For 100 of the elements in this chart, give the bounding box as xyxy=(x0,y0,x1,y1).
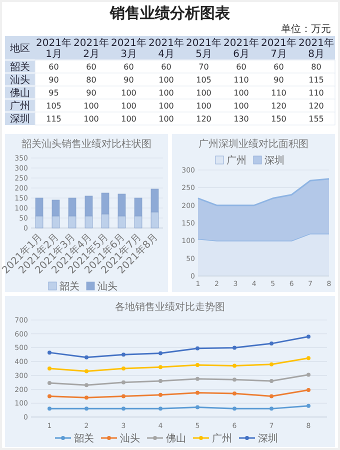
chart-title: 韶关汕头销售业绩对比柱状图 xyxy=(22,138,152,150)
data-label: 100 xyxy=(84,114,99,124)
point xyxy=(122,406,126,411)
point xyxy=(48,406,52,411)
data-label: 60 xyxy=(48,62,59,72)
point xyxy=(232,406,236,411)
point xyxy=(84,355,88,360)
data-label: 100 xyxy=(121,88,136,98)
data-label: 60 xyxy=(274,62,284,72)
point xyxy=(270,406,274,411)
data-label: 90 xyxy=(274,76,284,84)
point xyxy=(196,346,200,350)
chart-title: 各地销售业绩对比走势图 xyxy=(115,301,225,313)
point xyxy=(122,352,126,357)
y-tick-label: 汕头 xyxy=(10,74,30,86)
point xyxy=(158,378,162,383)
point xyxy=(48,366,52,370)
legend-label: 佛山 xyxy=(166,432,186,444)
data-label: 100 xyxy=(158,76,174,84)
data-label: 100 xyxy=(84,102,99,110)
y-tick-label: 佛山 xyxy=(10,87,30,99)
data-label: 90 xyxy=(48,76,59,84)
data-label: 110 xyxy=(308,88,324,98)
data-label: 115 xyxy=(46,114,62,124)
point xyxy=(48,381,52,386)
point xyxy=(158,351,162,356)
chart-title: 销售业绩分析图表 xyxy=(109,4,231,22)
x-tick-label: 2021年2月 xyxy=(74,37,109,60)
data-label: 100 xyxy=(158,114,174,124)
legend-label: 韶关 xyxy=(60,280,80,292)
data-label: 100 xyxy=(158,102,174,110)
legend-label: 汕头 xyxy=(120,432,140,444)
data-label: 100 xyxy=(234,88,249,98)
data-label: 100 xyxy=(234,102,249,110)
data-label: 110 xyxy=(234,76,249,84)
data-label: 80 xyxy=(311,62,322,72)
point xyxy=(232,346,236,350)
x-tick-label: 2021年3月 xyxy=(111,37,146,60)
y-tick-label: 深圳 xyxy=(10,113,30,125)
point xyxy=(270,378,274,383)
x-tick-label: 2021年7月 xyxy=(261,37,296,60)
data-label: 105 xyxy=(46,102,62,110)
point xyxy=(270,342,274,346)
point xyxy=(270,394,274,398)
data-label: 150 xyxy=(271,114,286,124)
point xyxy=(158,406,162,411)
point xyxy=(84,369,88,374)
data-label: 120 xyxy=(196,114,212,124)
data-label: 100 xyxy=(158,88,174,98)
data-label: 90 xyxy=(124,76,134,84)
point xyxy=(196,363,200,368)
chart-title: 广州深圳业绩对比面积图 xyxy=(198,138,308,150)
point xyxy=(306,334,310,339)
legend-label: 深圳 xyxy=(258,432,278,444)
data-label: 105 xyxy=(196,76,212,84)
x-tick-label: 2021年6月 xyxy=(224,37,259,60)
data-label: 100 xyxy=(121,114,136,124)
data-label: 130 xyxy=(234,114,249,124)
point xyxy=(122,394,126,398)
point xyxy=(232,364,236,368)
point xyxy=(306,372,310,377)
data-label: 80 xyxy=(86,76,96,84)
point xyxy=(196,405,200,410)
point xyxy=(158,392,162,397)
data-label: 120 xyxy=(271,102,286,110)
data-label: 100 xyxy=(121,102,136,110)
data-label: 155 xyxy=(308,114,324,124)
data-label: 90 xyxy=(86,88,96,98)
legend-label: 广州 xyxy=(212,432,232,444)
y-axis-title: 地区 xyxy=(9,42,30,54)
data-label: 60 xyxy=(236,62,246,72)
point xyxy=(196,376,200,381)
point xyxy=(270,362,274,366)
data-label: 100 xyxy=(196,102,212,110)
point xyxy=(232,391,236,396)
point xyxy=(306,356,310,360)
point xyxy=(196,390,200,395)
point xyxy=(232,378,236,382)
legend-label: 深圳 xyxy=(264,154,284,166)
legend-label: 汕头 xyxy=(98,280,118,292)
data-label: 60 xyxy=(86,62,96,72)
point xyxy=(48,394,52,398)
y-tick-label: 韶关 xyxy=(10,61,30,73)
x-tick-label: 2021年8月 xyxy=(298,37,334,60)
chart-subtitle: 单位：万元 xyxy=(281,23,331,35)
legend-label: 广州 xyxy=(226,154,246,166)
data-label: 100 xyxy=(196,88,212,98)
data-label: 60 xyxy=(124,62,134,72)
y-tick-label: 广州 xyxy=(10,100,30,112)
data-label: 110 xyxy=(271,88,286,98)
data-label: 60 xyxy=(161,62,172,72)
point xyxy=(84,396,88,400)
point xyxy=(48,350,52,355)
x-tick-label: 2021年5月 xyxy=(186,37,222,60)
data-label: 115 xyxy=(308,76,324,84)
point xyxy=(306,388,310,392)
point xyxy=(122,366,126,370)
legend-label: 韶关 xyxy=(74,432,94,444)
point xyxy=(158,365,162,370)
point xyxy=(84,383,88,388)
